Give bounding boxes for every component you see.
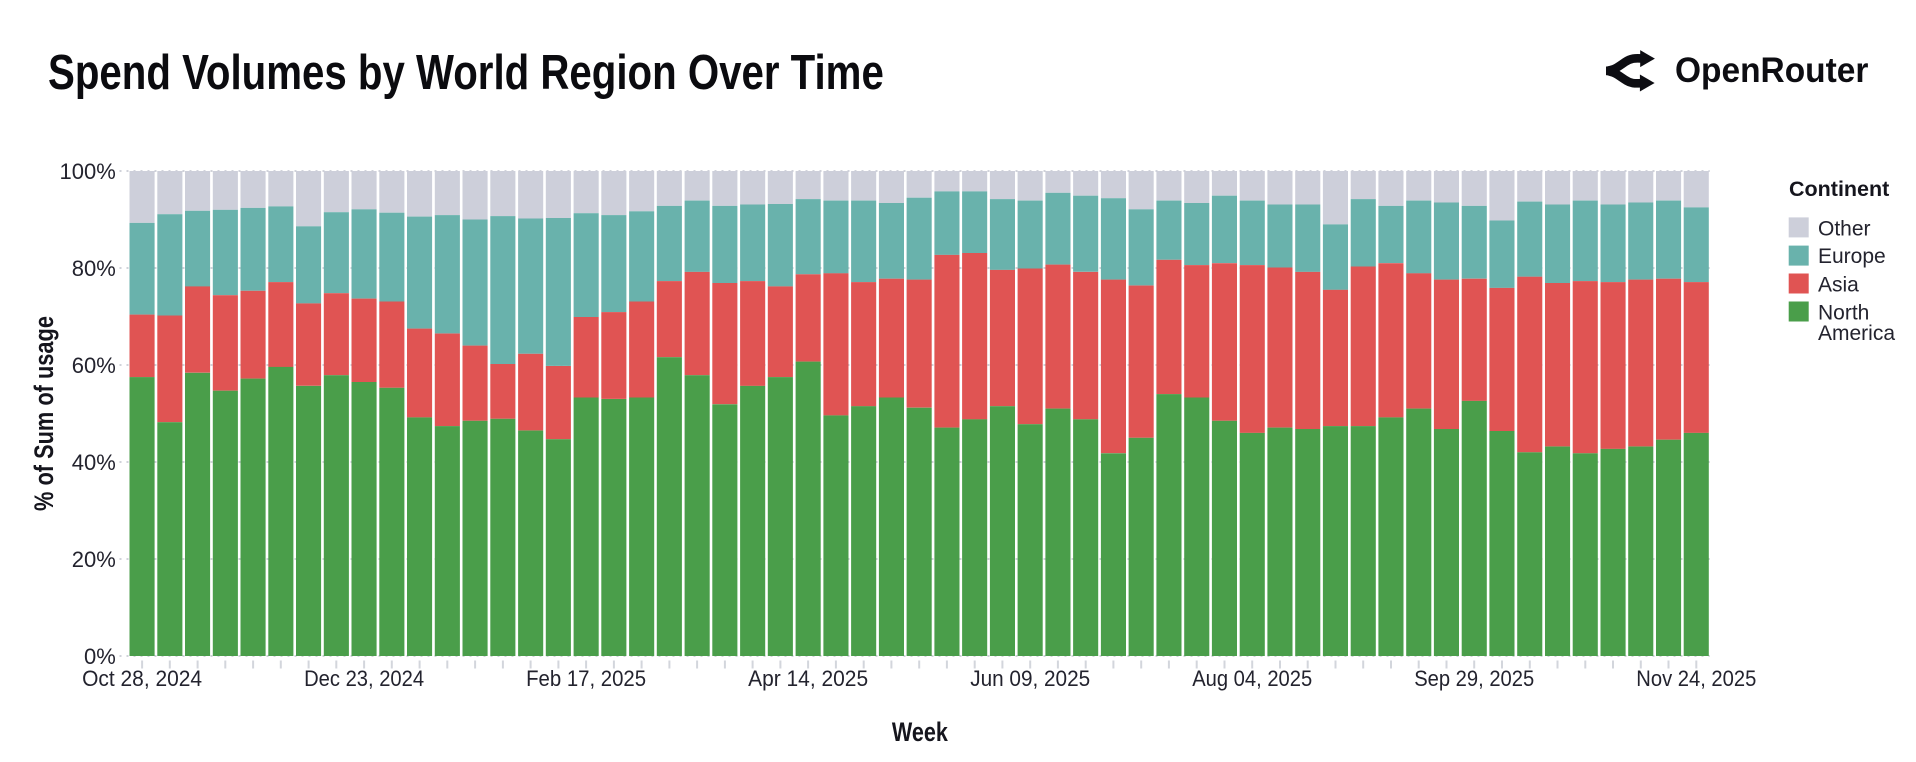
- svg-text:Feb 17, 2025: Feb 17, 2025: [526, 666, 646, 691]
- svg-text:Oct 28, 2024: Oct 28, 2024: [82, 666, 202, 691]
- svg-text:North: North: [1818, 302, 1869, 325]
- svg-text:Dec 23, 2024: Dec 23, 2024: [304, 666, 424, 691]
- svg-text:40%: 40%: [72, 450, 116, 475]
- svg-text:Week: Week: [892, 717, 949, 747]
- svg-text:0%: 0%: [84, 644, 116, 669]
- svg-text:Apr 14, 2025: Apr 14, 2025: [748, 666, 868, 691]
- svg-text:Jun 09, 2025: Jun 09, 2025: [970, 666, 1090, 691]
- svg-text:20%: 20%: [72, 547, 116, 572]
- svg-text:America: America: [1818, 322, 1895, 345]
- svg-text:Continent: Continent: [1789, 177, 1889, 201]
- svg-text:100%: 100%: [60, 159, 116, 184]
- svg-text:80%: 80%: [72, 256, 116, 281]
- svg-text:Nov 24, 2025: Nov 24, 2025: [1636, 666, 1756, 691]
- svg-text:% of Sum of usage: % of Sum of usage: [29, 316, 59, 511]
- svg-text:Asia: Asia: [1818, 274, 1859, 297]
- svg-text:Europe: Europe: [1818, 245, 1886, 268]
- svg-text:60%: 60%: [72, 353, 116, 378]
- svg-text:Sep 29, 2025: Sep 29, 2025: [1414, 666, 1534, 691]
- svg-text:Other: Other: [1818, 217, 1871, 240]
- svg-text:Aug 04, 2025: Aug 04, 2025: [1192, 666, 1312, 691]
